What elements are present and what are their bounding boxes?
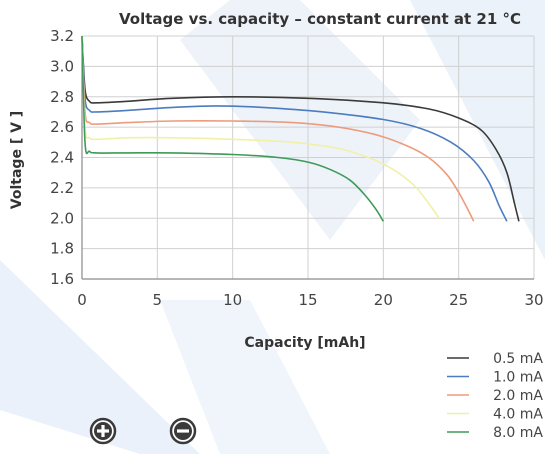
series-line-4 xyxy=(81,35,384,222)
y-tick-label-6: 2.8 xyxy=(50,88,74,106)
series-line-1 xyxy=(81,35,508,222)
x-axis-label: Capacity [mAh] xyxy=(244,335,365,351)
axes xyxy=(81,36,534,280)
watermark-shape-left xyxy=(0,260,200,454)
grid xyxy=(81,35,535,280)
watermark-shape-right xyxy=(410,0,545,260)
minus-circle-icon[interactable] xyxy=(169,417,197,445)
plus-circle-icon[interactable] xyxy=(89,417,117,445)
y-tick-label-8: 3.2 xyxy=(50,27,74,45)
legend-label-4: 8.0 mA xyxy=(493,425,543,441)
watermark-shape-bottom xyxy=(160,300,330,454)
legend: 0.5 mA 1.0 mA 2.0 mA 4.0 mA 8.0 mA xyxy=(447,351,543,441)
legend-label-0: 0.5 mA xyxy=(493,351,543,367)
x-tick-label-3: 15 xyxy=(298,291,317,309)
series-line-2 xyxy=(81,35,475,222)
series-lines xyxy=(81,35,520,222)
watermark-shape-top xyxy=(180,0,420,240)
legend-label-3: 4.0 mA xyxy=(493,407,543,423)
series-line-3 xyxy=(81,35,440,219)
y-tick-label-3: 2.2 xyxy=(50,179,74,197)
x-tick-labels: 0 5 10 15 20 25 30 xyxy=(77,291,543,309)
x-tick-label-2: 10 xyxy=(223,291,242,309)
series-line-0 xyxy=(81,35,520,222)
y-tick-label-5: 2.6 xyxy=(50,118,74,136)
y-tick-label-2: 2.0 xyxy=(50,209,74,227)
legend-label-1: 1.0 mA xyxy=(493,370,543,386)
y-tick-label-0: 1.6 xyxy=(50,270,74,288)
legend-label-2: 2.0 mA xyxy=(493,388,543,404)
x-tick-label-1: 5 xyxy=(153,291,163,309)
y-tick-label-1: 1.8 xyxy=(50,240,74,258)
chart-title: Voltage vs. capacity – constant current … xyxy=(119,10,521,28)
x-tick-label-0: 0 xyxy=(77,291,87,309)
x-tick-label-5: 25 xyxy=(449,291,468,309)
y-axis-label: Voltage [ V ] xyxy=(9,111,25,209)
y-tick-label-4: 2.4 xyxy=(50,149,74,167)
y-tick-labels: 1.6 1.8 2.0 2.2 2.4 2.6 2.8 3.0 3.2 xyxy=(50,27,74,288)
y-tick-label-7: 3.0 xyxy=(50,57,74,75)
x-tick-label-6: 30 xyxy=(524,291,543,309)
x-tick-label-4: 20 xyxy=(374,291,393,309)
